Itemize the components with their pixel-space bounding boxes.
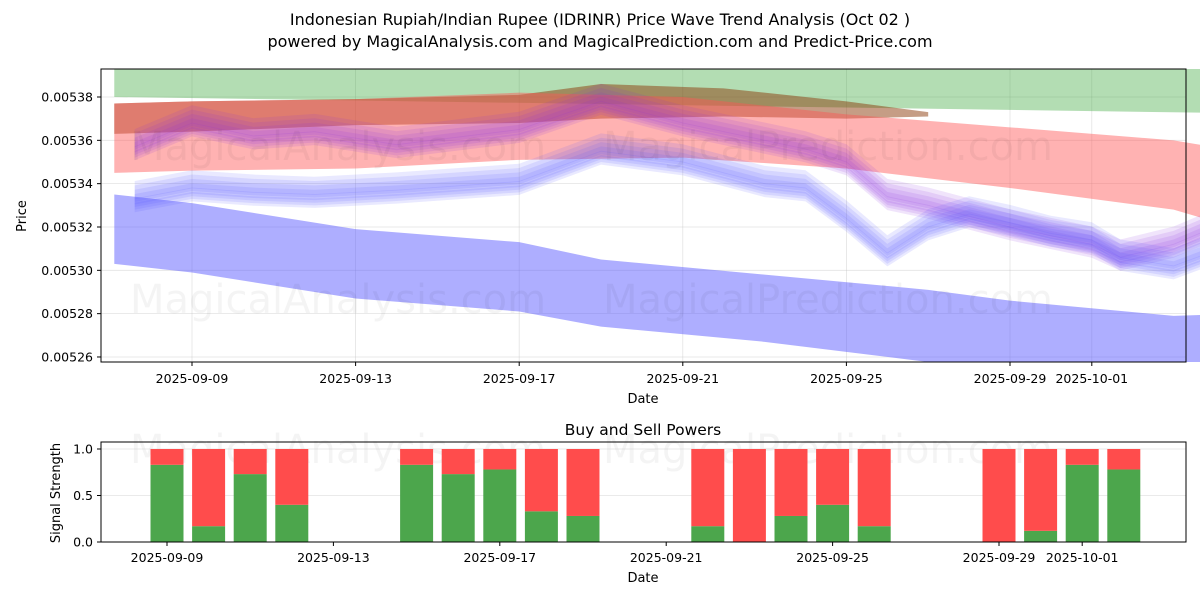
sell-bar	[732, 449, 766, 542]
bar-chart-title: Buy and Sell Powers	[565, 421, 722, 439]
main-x-axis: 2025-09-09 2025-09-13 2025-09-17 2025-09-21…	[156, 362, 1128, 386]
sell-bar	[150, 449, 184, 465]
watermark-1: MagicalAnalysis.com	[130, 124, 546, 170]
buy-bar	[1024, 530, 1058, 542]
buy-bar	[483, 469, 517, 542]
main-y-tick-label: 0.00528	[41, 306, 93, 321]
bar-axes-frame	[100, 441, 1187, 543]
main-waves	[134, 83, 1200, 280]
buy-bar	[400, 464, 434, 542]
main-x-tick-label: 2025-09-21	[646, 371, 719, 386]
buy-bar	[1107, 469, 1141, 542]
watermark-4: MagicalPrediction.com	[603, 277, 1053, 323]
sell-bar	[1024, 449, 1058, 531]
wave-band	[134, 133, 1200, 267]
sell-bar	[275, 449, 309, 505]
watermark-3: MagicalAnalysis.com	[130, 277, 546, 323]
main-x-tick-label: 2025-09-29	[974, 371, 1047, 386]
buy-bar	[566, 515, 600, 542]
bar-marks	[150, 449, 1141, 542]
bar-y-tick-label: 1.0	[73, 442, 93, 457]
buy-bar	[524, 511, 558, 542]
bar-x-tick-label: 2025-09-25	[796, 550, 869, 565]
buy-bar	[275, 504, 309, 542]
wave-band	[134, 100, 1200, 269]
sell-bar	[982, 449, 1016, 542]
blue-lower-band	[114, 194, 1200, 362]
buy-bar	[233, 474, 267, 542]
bar-y-tick-label: 0.0	[73, 535, 93, 550]
main-axes-frame	[100, 68, 1187, 363]
main-x-axis-label: Date	[627, 392, 658, 407]
bar-x-tick-label: 2025-10-01	[1046, 550, 1119, 565]
sell-bar	[524, 449, 558, 512]
main-y-tick-label: 0.00536	[41, 133, 93, 148]
main-y-tick-label: 0.00538	[41, 90, 93, 105]
main-x-tick-label: 2025-09-13	[319, 371, 392, 386]
sell-bar	[1065, 449, 1099, 465]
buy-bar	[816, 504, 850, 542]
main-y-tick-label: 0.00534	[41, 176, 93, 191]
wave-band	[134, 96, 1200, 266]
buy-bar	[691, 526, 725, 542]
sell-bar	[857, 449, 891, 527]
main-x-tick-label: 2025-09-09	[156, 371, 229, 386]
chart-title: Indonesian Rupiah/Indian Rupee (IDRINR) …	[289, 10, 911, 29]
bar-x-tick-label: 2025-09-21	[630, 550, 703, 565]
bar-x-tick-label: 2025-09-13	[297, 550, 370, 565]
bar-x-axis: 2025-09-09 2025-09-13 2025-09-17 2025-09-21…	[131, 542, 1119, 565]
sell-bar	[1107, 449, 1141, 470]
bar-x-tick-label: 2025-09-17	[463, 550, 536, 565]
buy-bar	[150, 464, 184, 542]
sell-bar	[233, 449, 267, 475]
buy-bar	[857, 526, 891, 542]
main-x-tick-label: 2025-10-01	[1055, 371, 1128, 386]
red-band	[114, 92, 1200, 218]
main-x-tick-label: 2025-09-25	[810, 371, 883, 386]
sell-bar	[691, 449, 725, 527]
brown-band	[114, 84, 929, 134]
wave-band	[134, 92, 1200, 263]
sell-bar	[441, 449, 475, 475]
sell-bar	[816, 449, 850, 505]
buy-bar	[441, 474, 475, 542]
wave-band	[134, 105, 1200, 271]
sell-bar	[566, 449, 600, 516]
buy-bar	[192, 526, 226, 542]
watermark-2: MagicalPrediction.com	[603, 124, 1053, 170]
main-y-axis-label: Price	[15, 200, 30, 232]
sell-bar	[774, 449, 808, 516]
bar-x-tick-label: 2025-09-29	[963, 550, 1036, 565]
chart-subtitle: powered by MagicalAnalysis.com and Magic…	[267, 32, 933, 51]
sell-bar	[400, 449, 434, 465]
main-y-tick-label: 0.00526	[41, 349, 93, 364]
bar-y-axis-label: Signal Strength	[49, 443, 64, 543]
bar-y-axis: 0.0 0.5 1.0	[73, 442, 101, 550]
sell-bar	[192, 449, 226, 527]
main-y-axis: 0.00526 0.00528 0.00530 0.00532 0.00534 0.005…	[41, 90, 101, 364]
bar-x-tick-label: 2025-09-09	[131, 550, 204, 565]
main-y-tick-label: 0.00530	[41, 263, 93, 278]
bar-x-axis-label: Date	[627, 571, 658, 586]
wave-band	[134, 87, 1200, 261]
wave-band	[134, 83, 1200, 258]
main-bands	[114, 69, 1200, 362]
main-y-tick-label: 0.00532	[41, 219, 93, 234]
buy-bar	[1065, 464, 1099, 542]
sell-bar	[483, 449, 517, 470]
buy-bar	[774, 515, 808, 542]
bar-y-tick-label: 0.5	[73, 488, 93, 503]
main-x-tick-label: 2025-09-17	[483, 371, 556, 386]
